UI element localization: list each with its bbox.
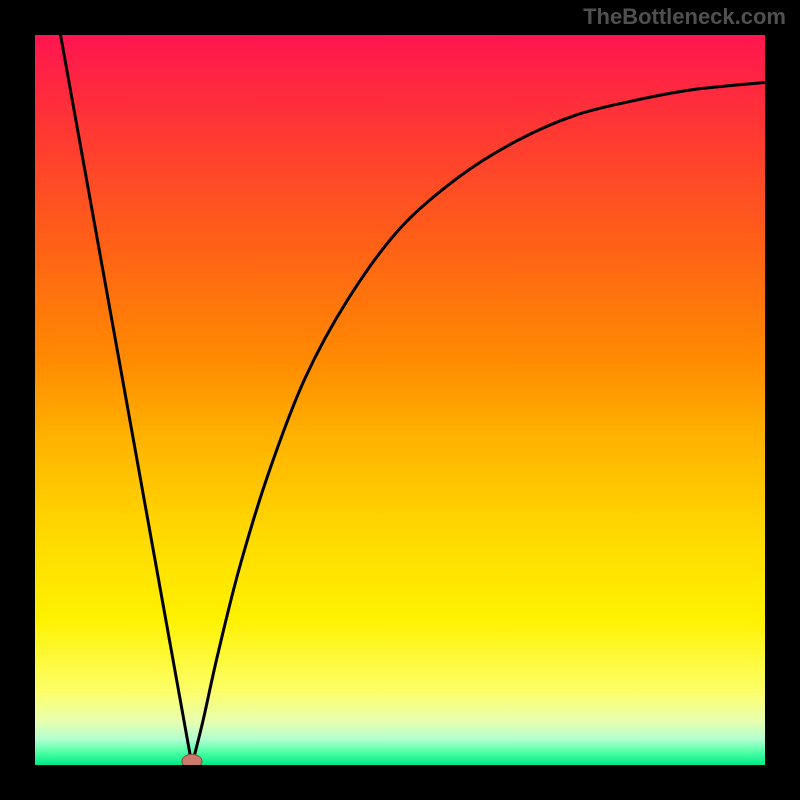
figure-root: TheBottleneck.com	[0, 0, 800, 800]
curve-layer	[35, 35, 765, 765]
plot-area	[35, 35, 765, 765]
source-watermark: TheBottleneck.com	[583, 4, 786, 30]
curve-right-asymptotic-segment	[192, 82, 765, 765]
minimum-marker-dot	[182, 754, 202, 765]
curve-left-linear-segment	[61, 35, 192, 765]
